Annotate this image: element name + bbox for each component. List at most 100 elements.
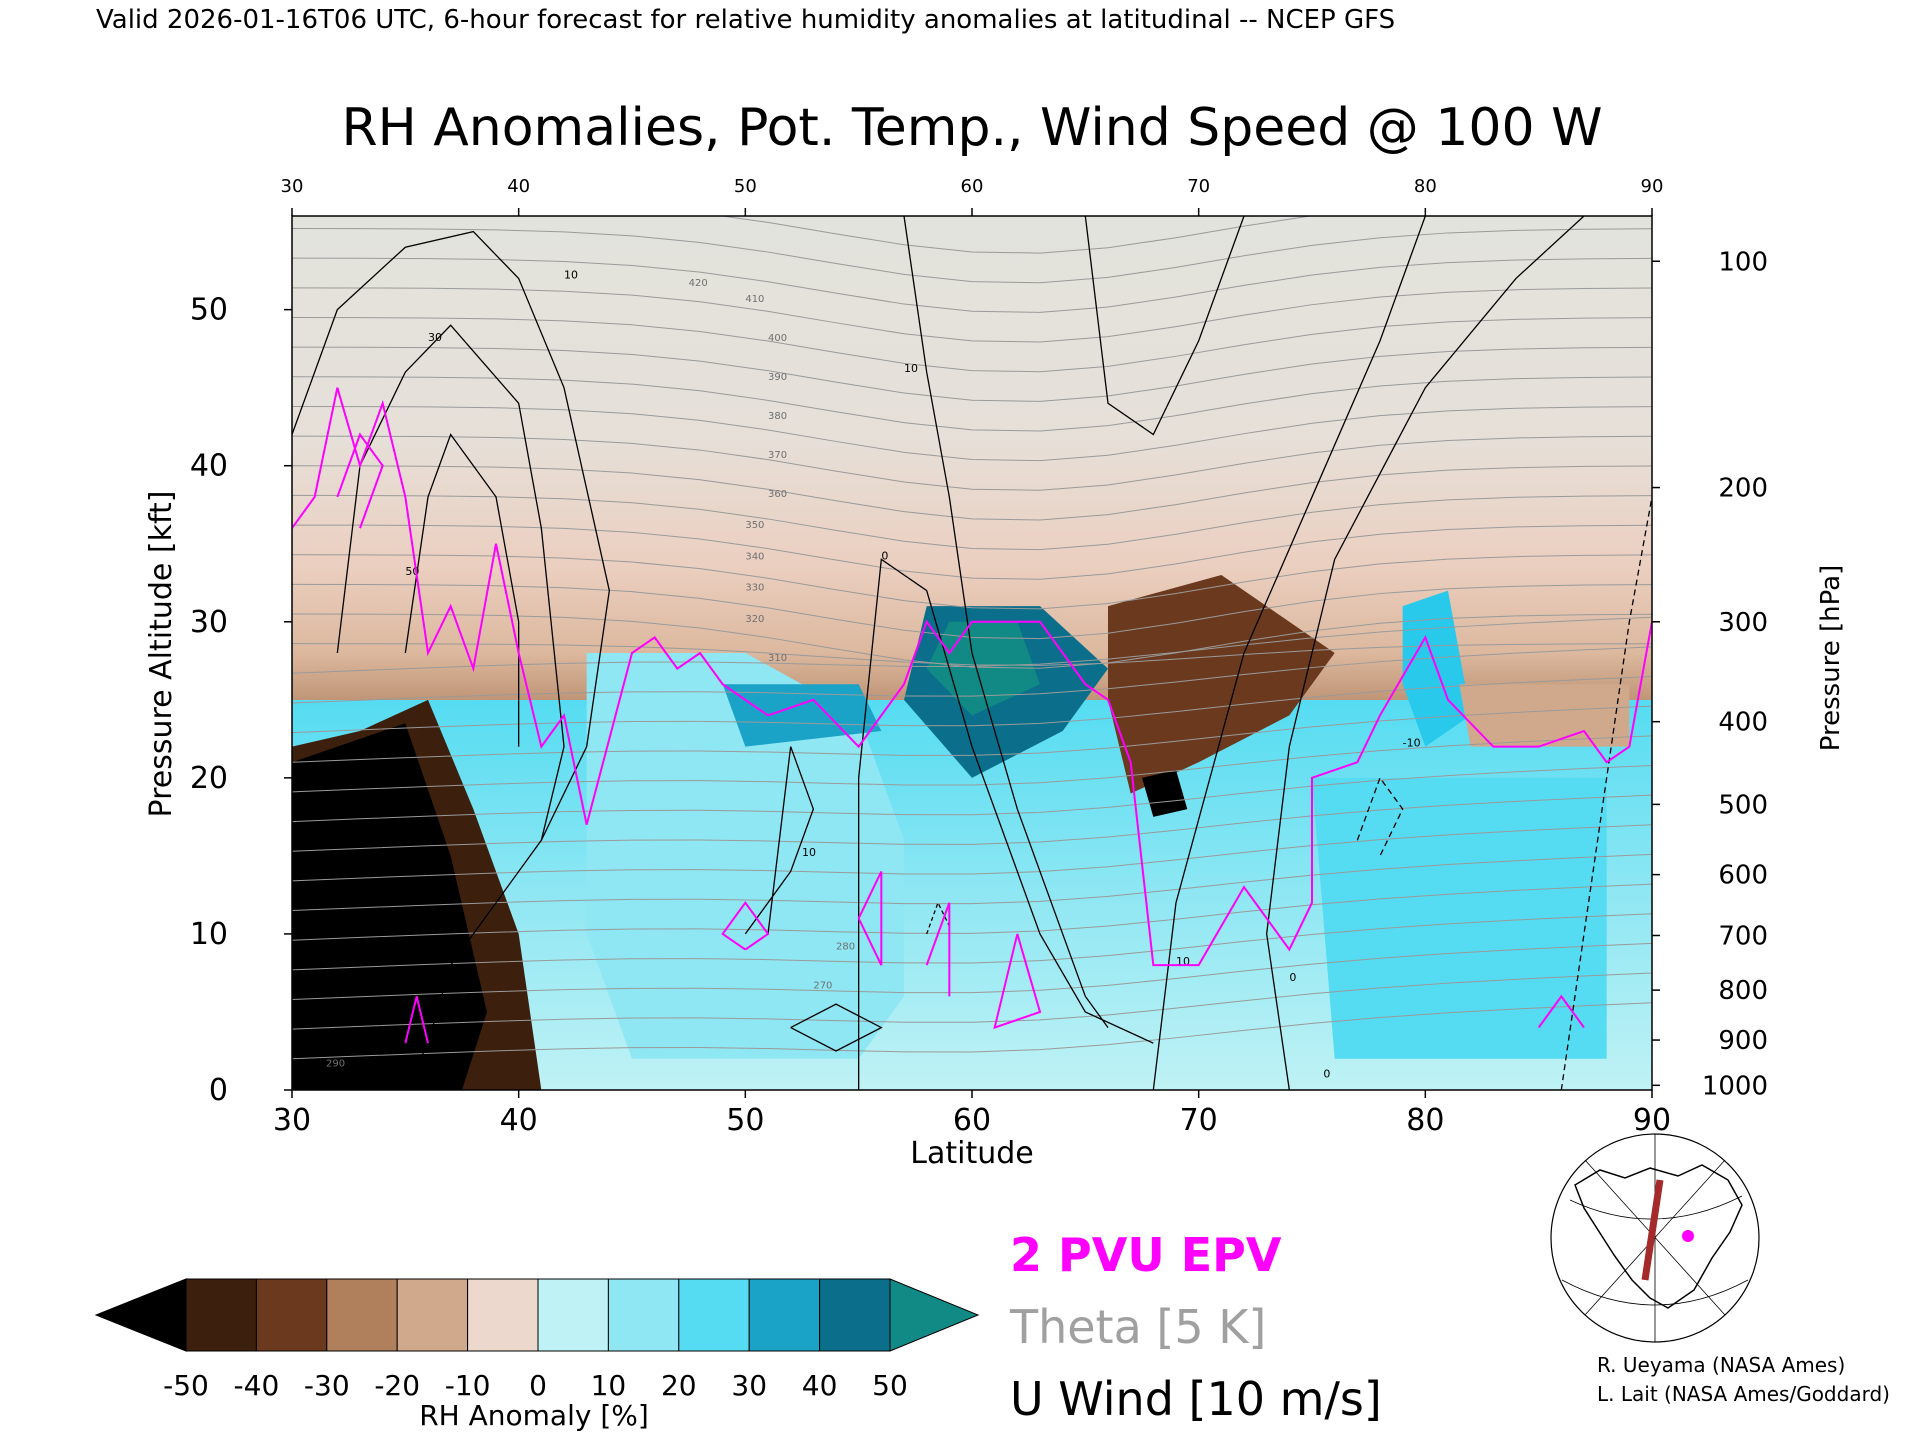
pressure-tick-label: 1000 xyxy=(1702,1071,1768,1101)
y-tick-label: 0 xyxy=(209,1073,228,1108)
y-tick-label: 40 xyxy=(190,449,228,484)
theta-contour xyxy=(292,794,1652,852)
x-tick-label: 70 xyxy=(1180,1103,1218,1138)
pressure-tick-label: 300 xyxy=(1718,608,1768,638)
theta-contour-label: 280 xyxy=(836,942,855,953)
uwind-contour-30 xyxy=(336,324,565,841)
colorbar-tick-label: -40 xyxy=(234,1369,280,1402)
theta-contour xyxy=(292,228,1652,284)
moist-region-east xyxy=(1312,777,1607,1059)
theta-contour-label: 270 xyxy=(813,981,832,992)
pressure-tick-label: 500 xyxy=(1718,790,1768,820)
x-axis-label: Latitude xyxy=(910,1136,1033,1171)
credit-line-2: L. Lait (NASA Ames/Goddard) xyxy=(1597,1382,1890,1406)
theta-contour xyxy=(718,216,1315,254)
y-tick-label: 10 xyxy=(190,917,228,952)
uwind-contour-label: 10 xyxy=(802,846,816,859)
uwind-contour-0b xyxy=(1266,216,1585,1090)
top-x-tick-label: 40 xyxy=(507,176,530,197)
theta-contour xyxy=(292,853,1652,912)
legend-theta: Theta [5 K] xyxy=(1009,1300,1266,1354)
y-tick-label: 20 xyxy=(190,761,228,796)
colorbar: -50 -40 -30 -20 -10 0 10 20 30 40 50 xyxy=(94,1278,980,1402)
y2-axis-label: Pressure [hPa] xyxy=(1816,565,1846,752)
top-x-tick-label: 70 xyxy=(1187,176,1210,197)
epv-contour-blob-c xyxy=(925,902,951,997)
credit-line-1: R. Ueyama (NASA Ames) xyxy=(1597,1353,1845,1377)
theta-contour xyxy=(292,435,1652,491)
theta-contour-label: 400 xyxy=(768,333,787,344)
colorbar-segment xyxy=(819,1278,891,1352)
moist-region-west xyxy=(586,653,904,1059)
colorbar-segment xyxy=(185,1278,257,1352)
chart-title: RH Anomalies, Pot. Temp., Wind Speed @ 1… xyxy=(341,98,1602,158)
epv-contour-blob xyxy=(721,901,770,951)
theta-contour xyxy=(292,942,1652,1000)
theta-contour-label: 290 xyxy=(326,1059,345,1070)
pressure-tick-label: 400 xyxy=(1718,708,1768,738)
location-map xyxy=(1550,1133,1760,1343)
colorbar-tick-label: -50 xyxy=(163,1369,209,1402)
uwind-contour-10 xyxy=(292,230,610,1090)
legend-epv: 2 PVU EPV xyxy=(1010,1228,1282,1282)
map-coastlines xyxy=(1574,1164,1743,1309)
uwind-contour-label: 0 xyxy=(881,549,888,562)
colorbar-tick-label: -10 xyxy=(445,1369,491,1402)
plot-area: 290 280 270 310 320 330 340 350 360 370 380 390 400 4… xyxy=(292,216,1652,1090)
dry-region-east xyxy=(1108,574,1335,794)
colorbar-segment xyxy=(748,1278,821,1352)
moist-band-mid xyxy=(722,684,882,747)
pressure-tick-label: 100 xyxy=(1718,247,1768,277)
theta-contour xyxy=(292,465,1652,521)
colorbar-segment xyxy=(326,1278,398,1352)
colorbar-tick-label: 10 xyxy=(591,1369,627,1402)
axes: 3030404050506060707080809090010203040501… xyxy=(190,176,1768,1138)
pressure-tick-label: 800 xyxy=(1718,976,1768,1006)
theta-contour xyxy=(292,257,1652,313)
uwind-contour-50 xyxy=(404,433,520,747)
epv-contour-blob-e xyxy=(1537,994,1585,1029)
colorbar-tick-label: 30 xyxy=(731,1369,767,1402)
pressure-tick-label: 600 xyxy=(1718,861,1768,891)
theta-contour xyxy=(292,287,1652,343)
valid-line: Valid 2026-01-16T06 UTC, 6-hour forecast… xyxy=(96,5,1395,35)
uwind-contour-label: 10 xyxy=(1176,955,1190,968)
x-tick-label: 30 xyxy=(273,1103,311,1138)
colorbar-tick-label: 20 xyxy=(661,1369,697,1402)
theta-contour-label: 350 xyxy=(745,520,764,531)
top-x-tick-label: 80 xyxy=(1414,176,1437,197)
top-x-tick-label: 50 xyxy=(734,176,757,197)
uwind-contour-10b xyxy=(903,216,1109,1028)
dry-band-east xyxy=(1459,684,1630,747)
epv-contour-blob-b xyxy=(857,871,883,966)
uwind-contour-neg10 xyxy=(1356,776,1404,857)
colorbar-segment xyxy=(537,1278,609,1352)
colorbar-segment xyxy=(467,1278,539,1352)
uwind-contour-label: -10 xyxy=(1403,737,1421,750)
colorbar-tick-label: 40 xyxy=(802,1369,838,1402)
colorbar-left-arrow xyxy=(94,1278,187,1352)
uwind-contour-10f xyxy=(790,1003,883,1052)
dry-core-east xyxy=(1142,770,1188,817)
map-marker xyxy=(1682,1230,1694,1242)
map-section-line xyxy=(1641,1179,1664,1281)
y-tick-label: 50 xyxy=(190,293,228,328)
theta-contour xyxy=(292,705,1652,763)
colorbar-segment xyxy=(678,1278,750,1352)
theta-contour xyxy=(292,972,1652,1030)
epv-contour-blob-f xyxy=(404,996,429,1044)
epv-contour-small xyxy=(336,432,384,529)
rh-anomaly-blobs xyxy=(292,574,1630,1090)
theta-contour xyxy=(292,554,1652,610)
theta-contour-label: 370 xyxy=(768,450,787,461)
theta-contour-label: 360 xyxy=(768,489,787,500)
theta-contour xyxy=(292,316,1652,373)
x-tick-label: 80 xyxy=(1406,1103,1444,1138)
top-x-tick-label: 60 xyxy=(961,176,984,197)
theta-contour xyxy=(292,405,1652,462)
colorbar-tick-label: -20 xyxy=(374,1369,420,1402)
uwind-contour-label: 30 xyxy=(428,331,442,344)
theta-contour-label: 380 xyxy=(768,411,787,422)
legend-uwind: U Wind [10 m/s] xyxy=(1010,1372,1382,1426)
